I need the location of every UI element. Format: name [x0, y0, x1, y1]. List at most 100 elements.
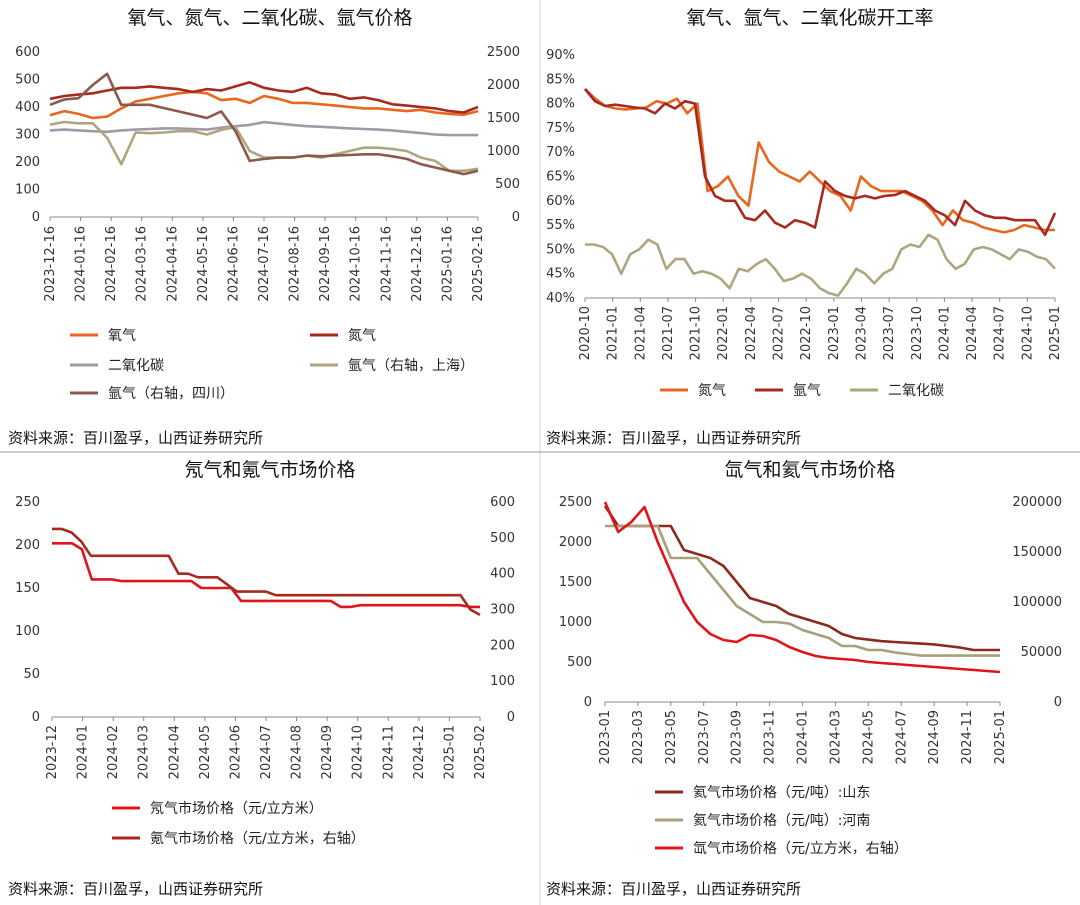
- y-tick-label-right: 0: [507, 710, 515, 725]
- series-line: [49, 120, 479, 173]
- y-tick-label-left: 90%: [546, 48, 575, 63]
- x-tick-label: 2024-07-16: [257, 226, 272, 302]
- plot-area: [49, 72, 479, 176]
- series-line: [49, 81, 479, 114]
- series-line: [585, 233, 1056, 297]
- legend-label: 氖气市场价格（元/立方米）: [150, 800, 323, 817]
- x-tick-label: 2023-07: [882, 306, 897, 360]
- x-tick-label: 2025-01: [993, 710, 1008, 764]
- x-tick-label: 2022-07: [772, 306, 787, 360]
- y-tick-label-left: 100: [15, 183, 40, 198]
- y-tick-label-left: 0: [32, 210, 40, 225]
- x-tick-label: 2023-05: [664, 710, 679, 764]
- source-note: 资料来源：百川盈孚，山西证券研究所: [546, 880, 801, 898]
- axes: 0 500 1000 1500 2000 2500 0 50000 100000 150000 20…: [559, 495, 1062, 764]
- source-note: 资料来源：百川盈孚，山西证券研究所: [8, 429, 263, 447]
- x-tick-label: 2024-07: [259, 725, 274, 779]
- legend-label: 氮气: [698, 383, 726, 399]
- x-tick-label: 2024-11-16: [379, 226, 394, 302]
- x-tick-label: 2022-10: [799, 306, 814, 360]
- x-tick-label: 2022-04: [744, 306, 759, 360]
- y-tick-label-left: 200: [15, 155, 40, 170]
- chart-title: 氧气、氮气、二氧化碳、氩气价格: [127, 7, 412, 29]
- x-tick-label: 2024-11: [381, 725, 396, 779]
- x-tick-label: 2024-01-16: [74, 226, 89, 302]
- chart-title: 氖气和氪气市场价格: [184, 459, 355, 481]
- y-tick-label-right: 500: [490, 531, 515, 546]
- x-tick-label: 2023-01: [827, 306, 842, 360]
- y-tick-label-left: 80%: [546, 97, 575, 112]
- y-tick-label-right: 500: [495, 177, 520, 192]
- y-tick-label-left: 1000: [559, 615, 592, 630]
- chart-title: 氙气和氦气市场价格: [724, 459, 895, 481]
- series-line: [52, 541, 480, 609]
- legend-label: 氦气市场价格（元/吨）:河南: [693, 812, 870, 829]
- y-tick-label-left: 500: [15, 73, 40, 88]
- legend-label: 氙气市场价格（元/立方米，右轴）: [693, 840, 908, 857]
- x-tick-label: 2023-09: [730, 710, 745, 764]
- y-tick-label-right: 50000: [1021, 645, 1062, 660]
- series-line: [49, 120, 478, 137]
- legend-label: 氩气（右轴，上海）: [348, 358, 474, 374]
- legend-label: 二氧化碳: [108, 358, 164, 374]
- x-tick-label: 2023-12-16: [43, 226, 58, 302]
- x-tick-label: 2024-10: [351, 725, 366, 779]
- x-tick-label: 2023-07: [697, 710, 712, 764]
- x-tick-label: 2024-07: [894, 710, 909, 764]
- y-tick-label-left: 500: [567, 655, 592, 670]
- x-tick-label: 2024-09: [320, 725, 335, 779]
- x-tick-label: 2023-04: [854, 306, 869, 360]
- plot-area: [52, 527, 481, 617]
- series-line: [49, 90, 479, 120]
- plot-area: [603, 501, 1001, 674]
- panel-neon-krypton: 氖气和氪气市场价格 0 50 100 150 200 250 0 100 200 300 400 50…: [8, 459, 515, 898]
- legend-label: 氧气: [108, 328, 136, 344]
- y-tick-label-right: 150000: [1012, 545, 1062, 560]
- y-tick-label-left: 600: [15, 45, 40, 60]
- axes: 40% 45% 50% 55% 60% 65% 70% 75% 80% 85% 90% 2020-10…: [546, 48, 1063, 360]
- y-tick-label-left: 60%: [546, 194, 575, 209]
- x-tick-label: 2024-08-16: [288, 226, 303, 302]
- x-tick-label: 2024-05: [198, 725, 213, 779]
- y-tick-label-left: 65%: [546, 170, 575, 185]
- x-tick-label: 2023-12: [45, 725, 60, 779]
- x-tick-label: 2024-02: [106, 725, 121, 779]
- legend-label: 氩气: [793, 383, 821, 399]
- x-tick-label: 2023-11: [763, 710, 778, 764]
- x-tick-label: 2024-01: [796, 710, 811, 764]
- series-line: [603, 505, 1000, 652]
- x-tick-label: 2021-04: [633, 306, 648, 360]
- series-line: [605, 524, 1000, 657]
- x-tick-label: 2024-09-16: [318, 226, 333, 302]
- legend: 氖气市场价格（元/立方米） 氪气市场价格（元/立方米，右轴）: [112, 800, 365, 847]
- panel-xenon-helium: 氙气和氦气市场价格 0 500 1000 1500 2000 2500 0 50000 1000…: [546, 459, 1062, 898]
- x-tick-label: 2024-10: [1020, 306, 1035, 360]
- legend-label: 氦气市场价格（元/吨）:山东: [693, 784, 870, 801]
- y-tick-label-left: 40%: [546, 291, 575, 306]
- y-tick-label-right: 2000: [487, 78, 520, 93]
- x-tick-label: 2024-10-16: [349, 226, 364, 302]
- x-tick-label: 2025-01-16: [440, 226, 455, 302]
- y-tick-label-left: 0: [32, 710, 40, 725]
- y-tick-label-right: 300: [490, 603, 515, 618]
- x-tick-label: 2025-01: [442, 725, 457, 779]
- x-tick-label: 2024-12: [412, 725, 427, 779]
- y-tick-label-left: 300: [15, 128, 40, 143]
- x-tick-label: 2024-06: [228, 725, 243, 779]
- legend-label: 氩气（右轴，四川）: [108, 386, 234, 402]
- series-line: [52, 527, 481, 617]
- x-tick-label: 2024-12-16: [410, 226, 425, 302]
- legend: 氮气 氩气 二氧化碳: [660, 383, 944, 399]
- x-tick-label: 2024-02-16: [104, 226, 119, 302]
- y-tick-label-left: 85%: [546, 72, 575, 87]
- x-tick-label: 2025-01: [1048, 306, 1063, 360]
- x-tick-label: 2024-05-16: [196, 226, 211, 302]
- x-tick-label: 2020-10: [578, 306, 593, 360]
- y-tick-label-left: 100: [15, 624, 40, 639]
- axes: 0 100 200 300 400 500 600 0 500 1000 1500 2000 2500 2…: [15, 45, 520, 302]
- legend: 氦气市场价格（元/吨）:山东氦气市场价格（元/吨）:河南氙气市场价格（元/立方米…: [655, 784, 908, 857]
- y-tick-label-right: 0: [1054, 695, 1062, 710]
- x-tick-label: 2024-03: [137, 725, 152, 779]
- plot-area: [583, 88, 1057, 297]
